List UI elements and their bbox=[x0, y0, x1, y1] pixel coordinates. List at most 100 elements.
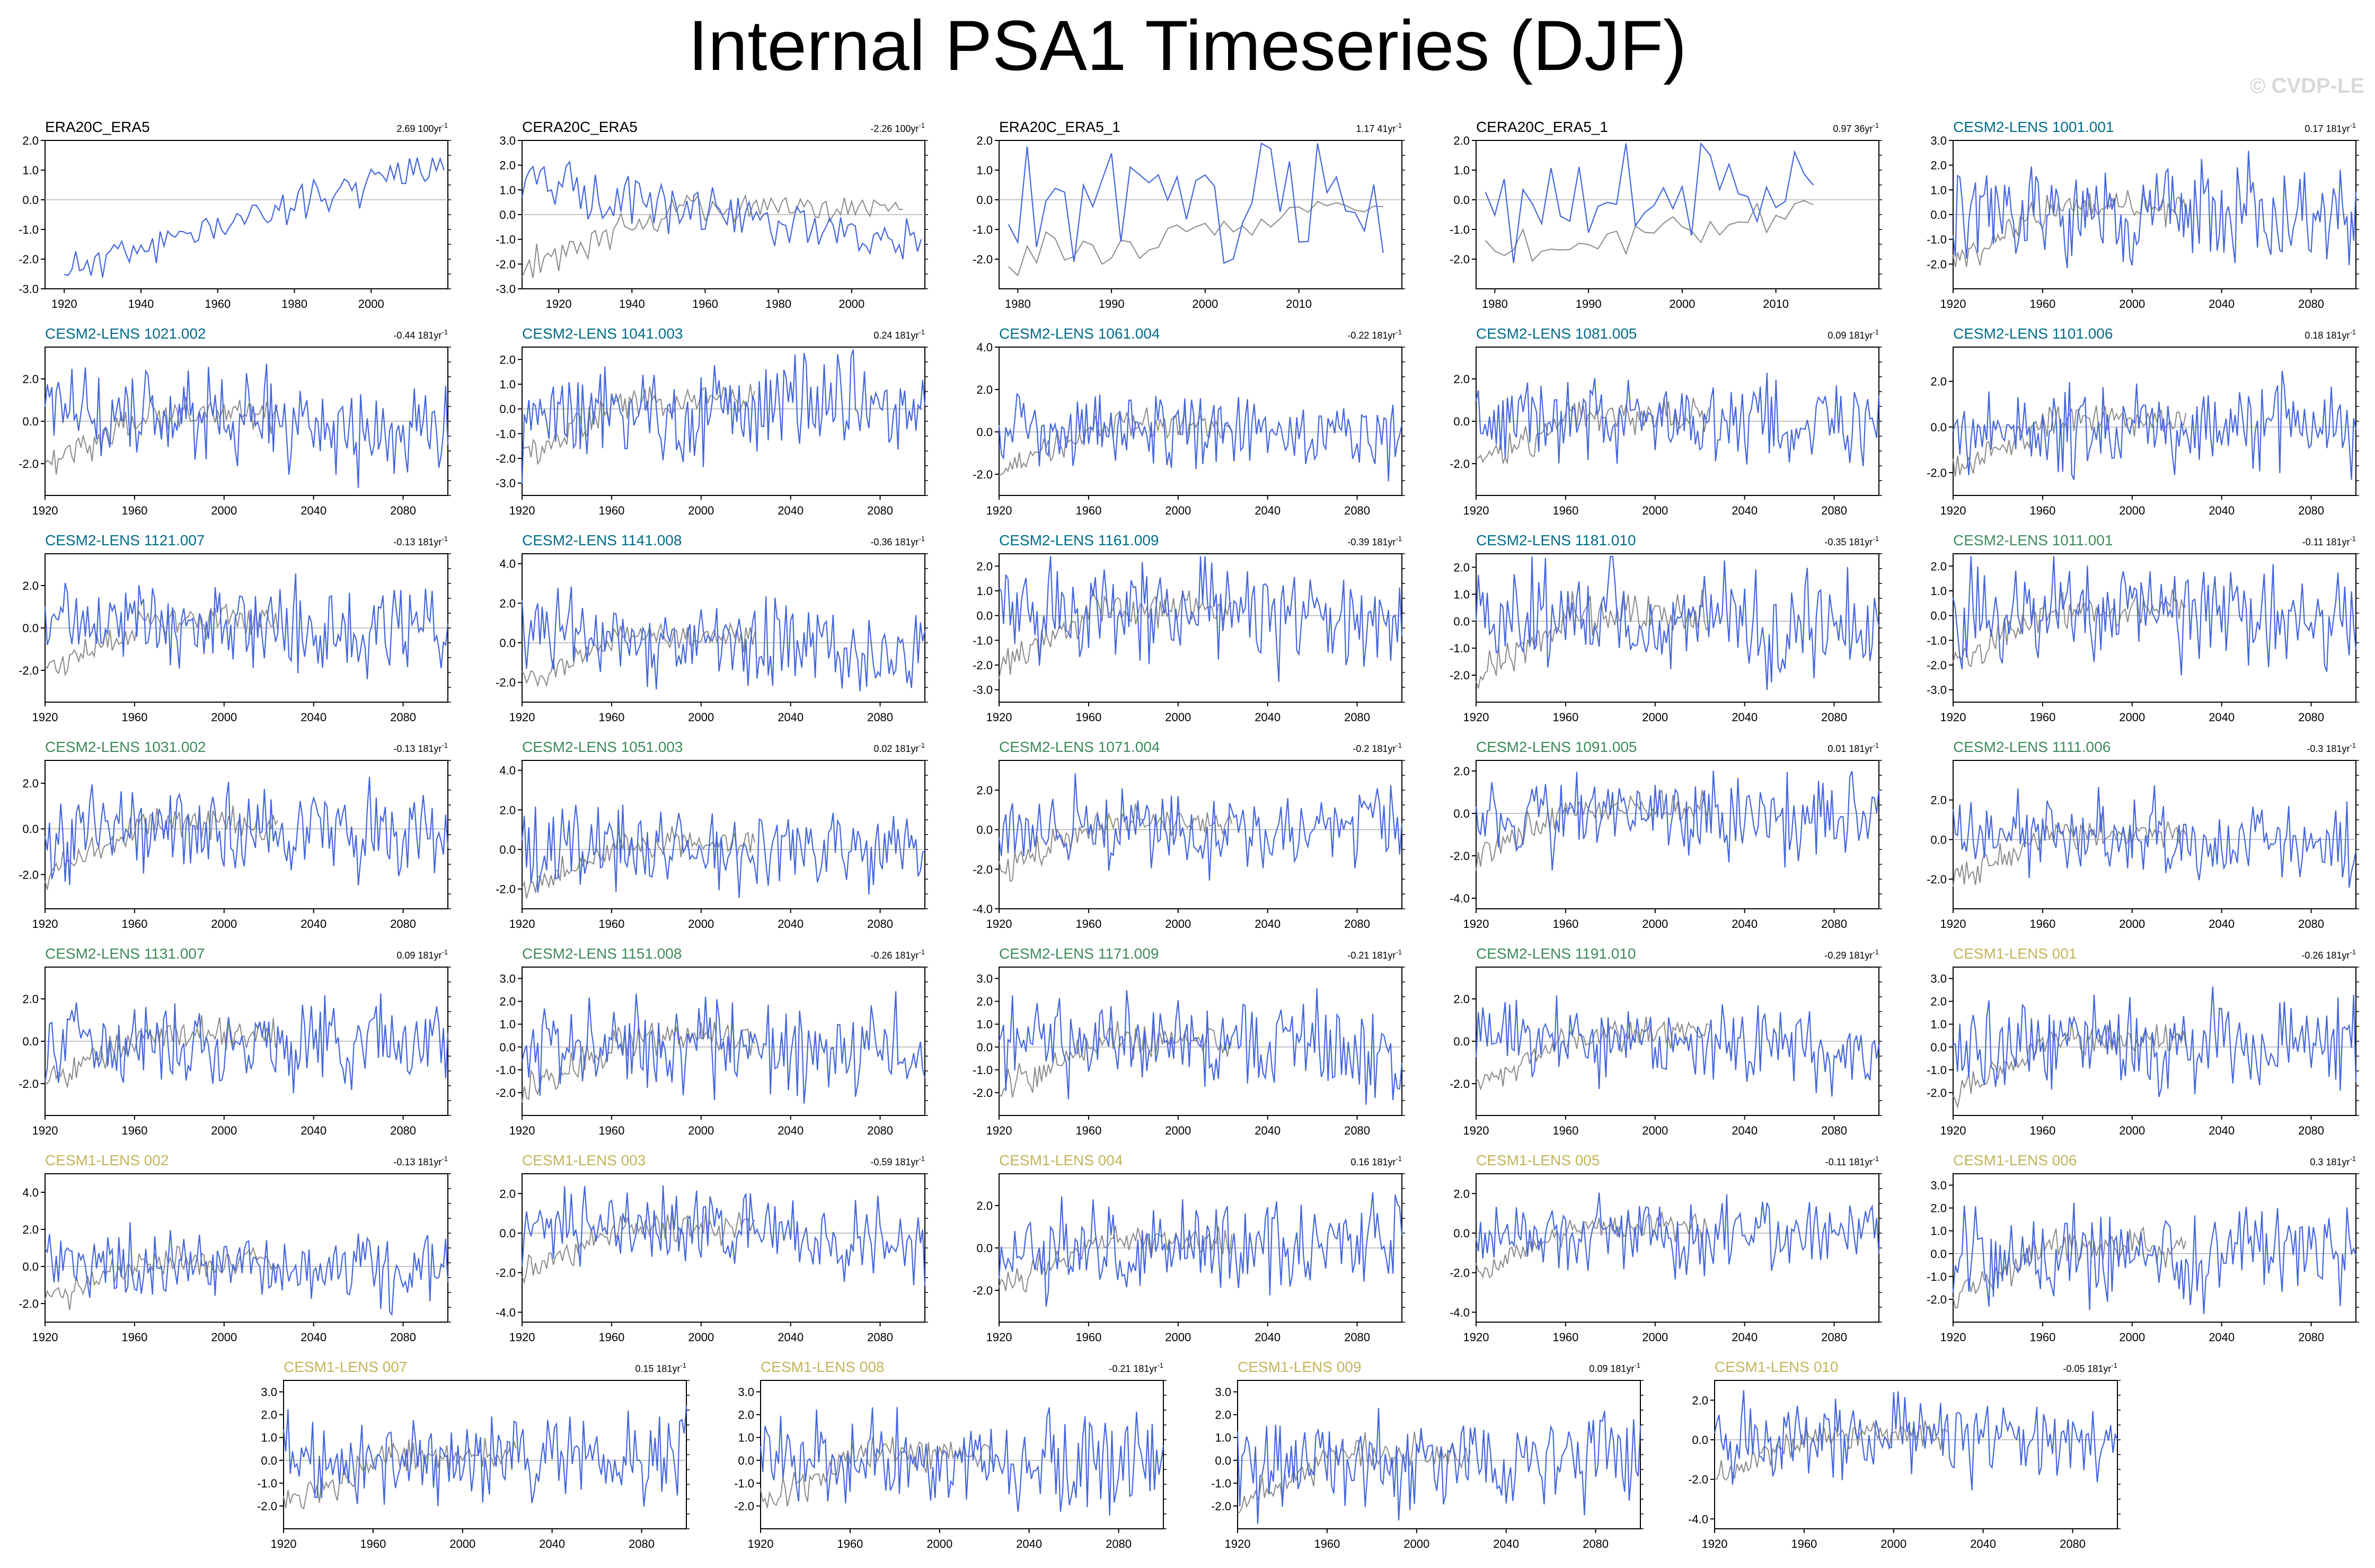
x-tick-label: 2080 bbox=[867, 1331, 893, 1344]
y-tick-label: 1.0 bbox=[22, 164, 39, 177]
x-tick-label: 1920 bbox=[32, 711, 58, 724]
model-series-line bbox=[1475, 1192, 1880, 1280]
panel-title: CESM1-LENS 001 bbox=[1953, 945, 2077, 962]
x-tick-label: 1960 bbox=[2029, 711, 2055, 724]
panel-title: CESM2-LENS 1121.007 bbox=[45, 532, 205, 548]
reference-series-line bbox=[522, 622, 756, 688]
x-tick-label: 2080 bbox=[1344, 504, 1370, 517]
y-tick-label: -2.0 bbox=[257, 1500, 277, 1513]
y-tick-label: -1.0 bbox=[973, 634, 993, 647]
y-tick-label: 1.0 bbox=[976, 584, 993, 598]
panel-title: CESM1-LENS 004 bbox=[999, 1152, 1123, 1168]
x-tick-label: 2040 bbox=[1732, 1331, 1758, 1344]
model-series-line bbox=[521, 160, 922, 260]
y-tick-label: 2.0 bbox=[1930, 1202, 1947, 1215]
y-tick-label: 1.0 bbox=[499, 1018, 516, 1031]
x-tick-label: 2000 bbox=[1165, 1331, 1191, 1344]
x-tick-label: 1960 bbox=[598, 1124, 624, 1137]
panel-trend: -0.39 181yr-1 bbox=[1347, 535, 1402, 547]
x-tick-label: 1920 bbox=[546, 297, 572, 311]
chart-panel: CESM1-LENS 003 -0.59 181yr-1 -4.0 -2.0 0.0 2.… bbox=[496, 1152, 928, 1344]
y-tick-label: -1.0 bbox=[1927, 1270, 1947, 1283]
x-tick-label: 2000 bbox=[211, 1331, 237, 1344]
y-tick-label: 0.0 bbox=[499, 208, 516, 222]
y-tick-label: 0.0 bbox=[499, 1227, 516, 1240]
panel-trend: -0.13 181yr-1 bbox=[393, 1155, 448, 1167]
x-tick-label: 2000 bbox=[1642, 1124, 1668, 1137]
y-tick-label: 3.0 bbox=[261, 1386, 277, 1399]
x-tick-label: 2040 bbox=[1255, 917, 1281, 931]
x-tick-label: 2080 bbox=[390, 1124, 416, 1137]
model-series-line bbox=[760, 1407, 1164, 1516]
panel-title: CESM1-LENS 006 bbox=[1953, 1152, 2077, 1168]
y-tick-label: 0.0 bbox=[261, 1454, 277, 1467]
panel-trend: 0.09 181yr-1 bbox=[1827, 328, 1879, 341]
reference-series-line bbox=[45, 603, 279, 677]
chart-panel: CESM2-LENS 1151.008 -0.26 181yr-1 -2.0 -1.0… bbox=[496, 945, 928, 1137]
y-tick-label: -1.0 bbox=[1450, 223, 1470, 236]
y-tick-label: 1.0 bbox=[976, 164, 993, 177]
x-tick-label: 2080 bbox=[2298, 297, 2324, 311]
x-tick-label: 1920 bbox=[986, 917, 1012, 931]
y-tick-label: -1.0 bbox=[496, 427, 516, 440]
y-tick-label: 2.0 bbox=[22, 777, 39, 790]
x-tick-label: 1960 bbox=[2029, 297, 2055, 311]
x-tick-label: 2040 bbox=[2209, 297, 2235, 311]
x-tick-label: 2000 bbox=[1403, 1537, 1429, 1551]
x-tick-label: 1940 bbox=[128, 297, 154, 311]
reference-series-line bbox=[1476, 789, 1710, 871]
x-tick-label: 2040 bbox=[1255, 504, 1281, 517]
x-tick-label: 2000 bbox=[2119, 297, 2145, 311]
y-tick-label: 0.0 bbox=[1930, 421, 1947, 434]
x-tick-label: 2040 bbox=[2209, 917, 2235, 931]
plot-frame bbox=[999, 347, 1402, 496]
panel-title: CESM2-LENS 1051.003 bbox=[522, 739, 683, 755]
y-tick-label: 2.0 bbox=[976, 995, 993, 1008]
panel-trend: 0.24 181yr-1 bbox=[873, 328, 925, 341]
plot-frame bbox=[1476, 140, 1879, 289]
model-series-line bbox=[1714, 1390, 2118, 1491]
x-tick-label: 1960 bbox=[121, 504, 147, 517]
x-tick-label: 2080 bbox=[1344, 917, 1370, 931]
y-tick-label: 0.0 bbox=[22, 1260, 39, 1273]
trend-superscript: -1 bbox=[442, 1155, 448, 1163]
y-tick-label: -1.0 bbox=[496, 1064, 516, 1077]
x-tick-label: 2080 bbox=[390, 711, 416, 724]
trend-superscript: -1 bbox=[1873, 121, 1879, 129]
y-tick-label: 3.0 bbox=[499, 134, 516, 147]
y-tick-label: 0.0 bbox=[1930, 208, 1947, 222]
y-tick-label: 0.0 bbox=[1453, 1227, 1470, 1240]
x-tick-label: 1960 bbox=[1552, 711, 1578, 724]
trend-superscript: -1 bbox=[1873, 328, 1879, 336]
x-tick-label: 2000 bbox=[688, 711, 714, 724]
y-tick-label: -2.0 bbox=[1688, 1473, 1708, 1486]
trend-superscript: -1 bbox=[1396, 948, 1402, 956]
reference-series-line bbox=[1953, 813, 2187, 887]
y-tick-label: -4.0 bbox=[1688, 1512, 1708, 1526]
chart-panel: ERA20C_ERA5 2.69 100yr-1 -3.0 -2.0 -1.0 0.0 1.… bbox=[19, 119, 451, 311]
y-tick-label: -1.0 bbox=[1927, 634, 1947, 647]
chart-panel: CESM1-LENS 006 0.3 181yr-1 -2.0 -1.0 0.0 1.0 2… bbox=[1927, 1152, 2359, 1344]
y-tick-label: 2.0 bbox=[1453, 1187, 1470, 1200]
panel-trend: -0.36 181yr-1 bbox=[870, 535, 925, 547]
x-tick-label: 2010 bbox=[1763, 297, 1789, 311]
y-tick-label: 3.0 bbox=[1215, 1386, 1231, 1399]
panel-title: CESM2-LENS 1181.010 bbox=[1476, 532, 1636, 548]
y-tick-label: -3.0 bbox=[496, 282, 516, 296]
x-tick-label: 2080 bbox=[390, 1331, 416, 1344]
reference-series-line bbox=[1485, 200, 1814, 262]
x-tick-label: 1920 bbox=[509, 711, 535, 724]
panel-trend: -0.44 181yr-1 bbox=[393, 328, 448, 341]
y-tick-label: -3.0 bbox=[1927, 684, 1947, 697]
y-tick-label: -1.0 bbox=[1927, 233, 1947, 246]
panel-title: CESM1-LENS 003 bbox=[522, 1152, 646, 1168]
x-tick-label: 2080 bbox=[1821, 504, 1847, 517]
reference-series-line bbox=[522, 1211, 755, 1284]
y-tick-label: 0.0 bbox=[1215, 1454, 1231, 1467]
model-series-line bbox=[521, 586, 926, 692]
y-tick-label: -2.0 bbox=[19, 664, 39, 677]
x-tick-label: 1960 bbox=[598, 917, 624, 931]
trend-superscript: -1 bbox=[1396, 741, 1402, 749]
y-tick-label: 2.0 bbox=[1930, 375, 1947, 388]
reference-series-line bbox=[1953, 190, 2187, 268]
